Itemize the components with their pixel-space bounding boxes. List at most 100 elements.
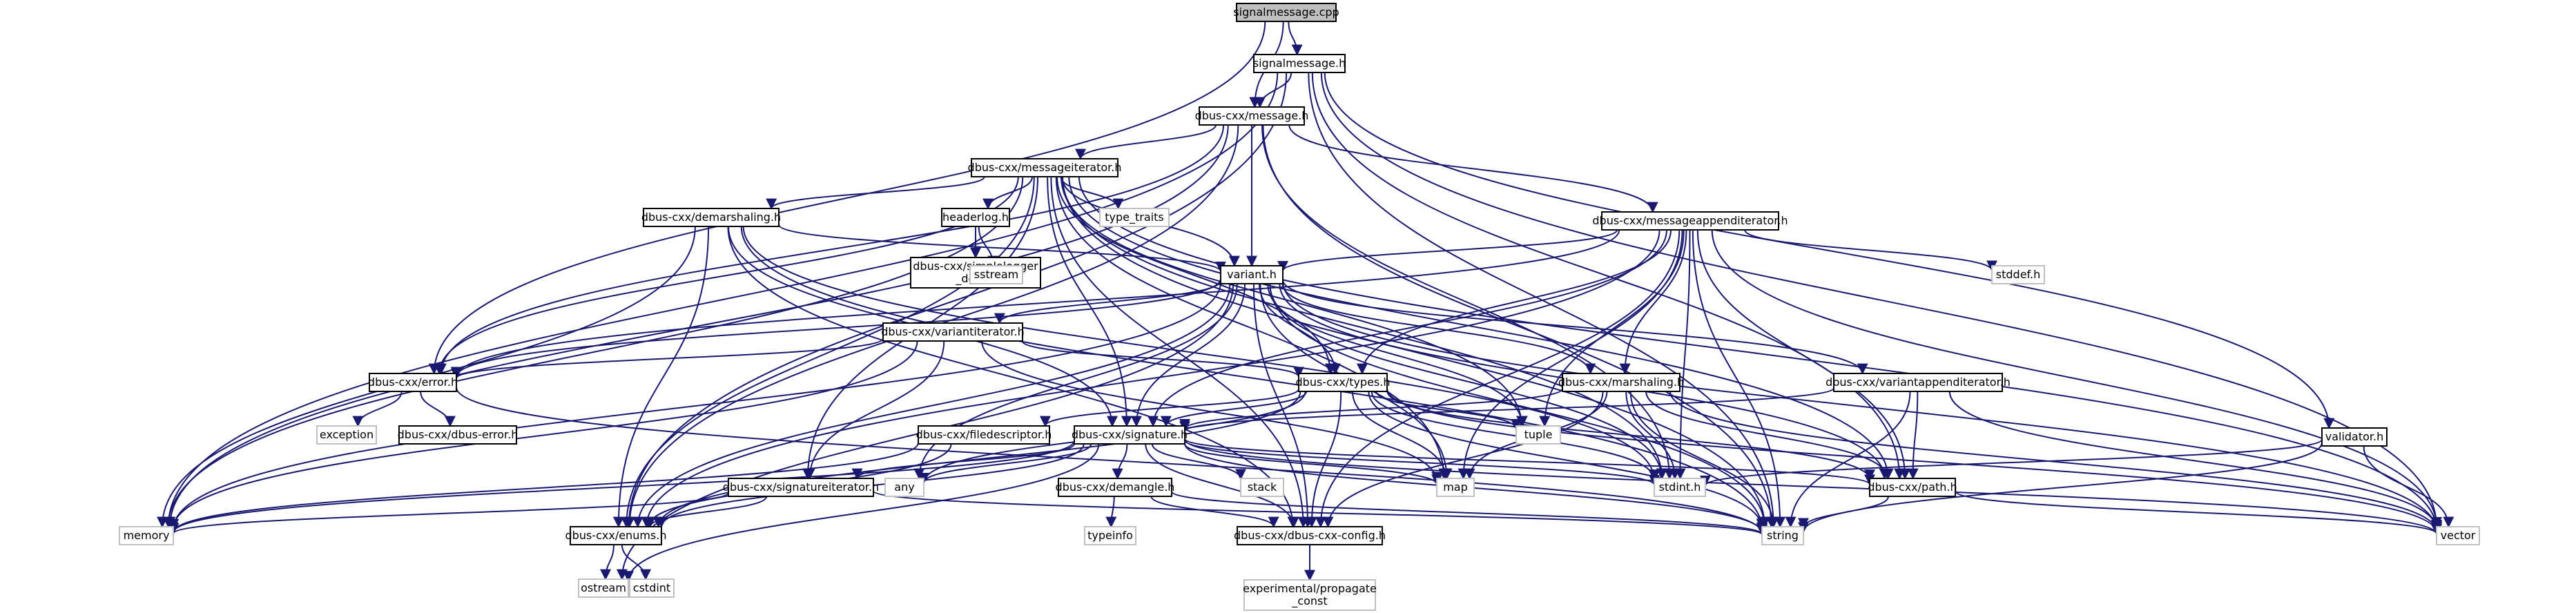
node-filedescriptor-h[interactable]: dbus-cxx/filedescriptor.h	[916, 425, 1052, 445]
node-signatureiterator-h[interactable]: dbus-cxx/signatureiterator.h	[723, 478, 879, 497]
node-cstdint: cstdint	[629, 578, 675, 598]
edge-variant_h-to-stdint_h	[1269, 283, 1667, 480]
node-signature-h[interactable]: dbus-cxx/signature.h	[1072, 425, 1188, 445]
edge-layer	[157, 21, 2454, 583]
node-variantappenditerator-h[interactable]: dbus-cxx/variantappenditerator.h	[1826, 373, 2011, 392]
edge-validator_h-to-vector	[2363, 445, 2454, 528]
edge-signature_h-to-map	[1184, 443, 1442, 486]
node-label: memory	[124, 529, 170, 542]
node-sstream: sstream	[969, 265, 1023, 284]
node-label: cstdint	[633, 581, 670, 594]
node-label: validator.h	[2325, 430, 2384, 443]
node-box	[1436, 478, 1475, 497]
edge-messageappenditerator_h-to-tuple	[1539, 229, 1685, 427]
node-dbus-cxx-config-h[interactable]: dbus-cxx/dbus-cxx-config.h	[1234, 526, 1386, 545]
node-box	[1243, 579, 1376, 611]
node-label: dbus-cxx/filedescriptor.h	[916, 428, 1052, 441]
node-box	[1515, 425, 1561, 445]
node-messageiterator-h[interactable]: dbus-cxx/messageiterator.h	[968, 158, 1122, 177]
node-variant-h[interactable]: variant.h	[1220, 265, 1284, 284]
edge-marshaling_h-to-path_h	[1645, 391, 1893, 480]
edge-signalmessage_h-to-string	[1308, 72, 1779, 528]
node-message-h[interactable]: dbus-cxx/message.h	[1195, 106, 1309, 126]
edge-signature_h-to-stack	[1151, 443, 1246, 480]
node-label: dbus-cxx/dbus-cxx-config.h	[1234, 529, 1386, 542]
edge-variantiterator_h-to-signatureiterator_h	[804, 340, 945, 480]
edge-message_h-to-memory	[164, 124, 1229, 528]
edge-message_h-to-messageappenditerator_h	[1288, 124, 1658, 213]
edge-variantappenditerator_h-to-path_h	[1907, 391, 1919, 480]
node-types-h[interactable]: dbus-cxx/types.h	[1296, 373, 1391, 392]
edge-variant_h-to-any	[913, 283, 1238, 480]
edge-marshaling_h-to-signature_h	[1179, 388, 1563, 431]
node-error-h[interactable]: dbus-cxx/error.h	[368, 373, 458, 392]
node-stddef-h: stddef.h	[1991, 265, 2045, 284]
edge-demarshaling_h-to-variant_h	[778, 224, 1226, 273]
node-box	[316, 425, 377, 445]
node-label: dbus-cxx/marshaling.h	[1558, 376, 1684, 389]
node-dbus-error-h[interactable]: dbus-cxx/dbus-error.h	[398, 425, 519, 445]
node-demarshaling-h[interactable]: dbus-cxx/demarshaling.h	[641, 208, 781, 227]
node-stdint-h: stdint.h	[1654, 478, 1706, 497]
node-type-traits: type_traits	[1099, 208, 1170, 227]
edge-messageiterator_h-to-vector	[1078, 176, 2442, 532]
node-label: dbus-cxx/messageappenditerator.h	[1592, 214, 1788, 227]
node-box	[1654, 478, 1706, 497]
node-box	[119, 526, 174, 545]
node-label: variant.h	[1227, 268, 1277, 281]
node-label: experimental/propagate _const	[1243, 582, 1377, 608]
edge-variantiterator_h-to-error_h	[451, 338, 884, 380]
node-label: dbus-cxx/enums.h	[565, 529, 667, 542]
node-box	[728, 478, 874, 497]
edge-message_h-to-string	[1262, 124, 1777, 528]
node-label: typeinfo	[1087, 529, 1133, 542]
edge-message_h-to-messageiterator_h	[1075, 124, 1217, 160]
edge-messageappenditerator_h-to-dbus_cxx_config_h	[1315, 229, 1681, 528]
node-label: dbus-cxx/signatureiterator.h	[723, 480, 879, 494]
edge-signatureiterator_h-to-string	[873, 490, 1768, 536]
edge-signalmessage_h-to-enums_h	[623, 72, 1288, 528]
node-path-h[interactable]: dbus-cxx/path.h	[1868, 478, 1957, 497]
node-label: signalmessage.h	[1253, 57, 1346, 70]
node-label: tuple	[1524, 428, 1553, 441]
edge-variant_h-to-error_h	[451, 278, 1221, 378]
node-marshaling-h[interactable]: dbus-cxx/marshaling.h	[1558, 373, 1684, 392]
node-variantiterator-h[interactable]: dbus-cxx/variantiterator.h	[881, 322, 1025, 342]
node-box	[1253, 54, 1346, 73]
edge-message_h-to-stdint_h	[1261, 124, 1675, 480]
edge-messageappenditerator_h-to-vector	[1711, 229, 2442, 528]
node-messageappenditerator-h[interactable]: dbus-cxx/messageappenditerator.h	[1592, 211, 1788, 231]
edge-signatureiterator_h-to-enums_h	[644, 496, 768, 528]
node-label: map	[1443, 480, 1468, 494]
edge-signature_h-to-any	[918, 443, 1092, 485]
edge-signature_h-to-vector	[1184, 438, 2442, 536]
edge-messageappenditerator_h-to-signature_h	[1147, 229, 1667, 427]
node-enums-h[interactable]: dbus-cxx/enums.h	[565, 526, 667, 545]
node-stack: stack	[1240, 478, 1284, 497]
edge-validator_h-to-stdint_h	[1700, 438, 2323, 487]
edge-variant_h-to-string	[1269, 283, 1770, 528]
edge-types_h-to-string	[1368, 391, 1768, 530]
edge-types_h-to-filedescriptor_h	[1040, 388, 1299, 427]
node-vector: vector	[2436, 526, 2480, 545]
node-validator-h[interactable]: validator.h	[2321, 427, 2388, 447]
node-label: vector	[2441, 529, 2476, 542]
edge-message_h-to-error_h	[436, 124, 1225, 375]
edge-messageiterator_h-to-types_h	[1056, 176, 1336, 375]
edge-variant_h-to-variantappenditerator_h	[1282, 280, 1868, 375]
node-box	[1237, 526, 1383, 545]
node-demangle-h[interactable]: dbus-cxx/demangle.h	[1056, 478, 1175, 497]
edge-messageiterator_h-to-map	[1055, 176, 1450, 480]
node-signalmessage-h[interactable]: signalmessage.h	[1253, 54, 1346, 73]
node-box	[1220, 265, 1284, 284]
edge-variantiterator_h-to-map	[981, 340, 1442, 483]
edge-messageiterator_h-to-enums_h	[621, 176, 1035, 528]
node-box	[1761, 526, 1804, 545]
edge-variantiterator_h-to-types_h	[1021, 340, 1304, 378]
node-label: dbus-cxx/messageiterator.h	[968, 161, 1122, 174]
node-signalmessage-cpp[interactable]: signalmessage.cpp	[1233, 3, 1339, 22]
node-headerlog-h[interactable]: headerlog.h	[941, 208, 1010, 227]
edge-messageappenditerator_h-to-path_h	[1696, 229, 1911, 480]
node-propagate-const: experimental/propagate _const	[1243, 579, 1377, 611]
node-label: dbus-cxx/message.h	[1195, 109, 1309, 122]
